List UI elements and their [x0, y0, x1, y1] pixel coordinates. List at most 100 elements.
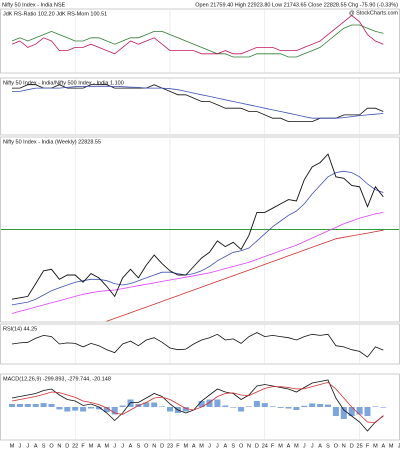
panel — [0, 8, 400, 74]
histogram-bar — [261, 403, 268, 407]
histogram-bar — [40, 403, 47, 407]
x-tick-label: O — [239, 443, 244, 449]
x-tick-label: J — [303, 443, 306, 449]
x-tick-label: 24 — [262, 443, 268, 449]
histogram-bar — [88, 407, 94, 409]
x-tick-label: F — [271, 443, 275, 449]
histogram-bar — [364, 407, 371, 416]
x-tick-label: 23 — [167, 443, 173, 449]
x-tick-label: D — [160, 443, 164, 449]
series-line — [11, 379, 384, 432]
histogram-bar — [246, 406, 252, 407]
x-tick-label: O — [334, 443, 339, 449]
x-tick-label: D — [65, 443, 69, 449]
histogram-bar — [356, 407, 363, 415]
histogram-bar — [9, 404, 15, 407]
x-tick-label: S — [137, 443, 141, 449]
x-tick-label: A — [97, 443, 101, 449]
histogram-bar — [380, 407, 387, 408]
x-tick-label: J — [19, 443, 22, 449]
histogram-bar — [317, 404, 324, 407]
x-tick-label: D — [255, 443, 259, 449]
series-line — [11, 14, 384, 55]
x-tick-label: N — [342, 443, 346, 449]
x-tick-label: M — [373, 443, 378, 449]
histogram-bar — [238, 407, 245, 412]
histogram-bar — [24, 404, 31, 407]
histogram-bar — [230, 407, 237, 408]
x-tick-label: F — [176, 443, 180, 449]
x-tick-label: 25 — [357, 443, 363, 449]
x-tick-label: A — [192, 443, 196, 449]
x-tick-label: N — [152, 443, 156, 449]
histogram-bar — [253, 401, 260, 407]
series-line — [11, 381, 384, 424]
histogram-bar — [72, 407, 79, 411]
x-tick-label: F — [81, 443, 85, 449]
histogram-bar — [206, 399, 213, 407]
panel — [0, 77, 400, 136]
x-tick-label: A — [381, 443, 385, 449]
histogram-bar — [16, 404, 23, 407]
x-tick-label: 22 — [72, 443, 78, 449]
x-tick-label: M — [184, 443, 189, 449]
x-tick-label: A — [223, 443, 227, 449]
histogram-bar — [167, 407, 173, 412]
histogram-bar — [56, 407, 63, 410]
histogram-bar — [340, 407, 347, 419]
x-tick-label: M — [105, 443, 110, 449]
histogram-bar — [151, 402, 158, 407]
histogram-bar — [103, 407, 110, 413]
histogram-bar — [325, 404, 331, 407]
panel-title: RSI(14) 44.25 — [3, 326, 37, 332]
histogram-bar — [48, 404, 55, 407]
histogram-bar — [64, 407, 71, 412]
series-line — [12, 86, 384, 119]
series-line — [12, 84, 384, 122]
x-tick-label: M — [294, 443, 299, 449]
series-line — [106, 229, 384, 322]
histogram-bar — [285, 407, 292, 409]
x-tick-label: M — [199, 443, 204, 449]
histogram-bar — [309, 403, 316, 407]
series-line — [11, 170, 384, 306]
histogram-bar — [111, 407, 118, 415]
series-line — [11, 332, 384, 358]
x-tick-label: A — [318, 443, 322, 449]
histogram-bar — [293, 407, 300, 410]
histogram-bar — [143, 402, 150, 407]
histogram-bar — [277, 407, 284, 408]
x-tick-label: J — [216, 443, 219, 449]
panel-title: MACD(12,26,9) -299.893, -279.744, -20.14… — [3, 376, 111, 382]
x-tick-label: O — [49, 443, 54, 449]
header-title: Nifty 50 Index - India NSE — [2, 2, 66, 8]
x-tick-label: J — [113, 443, 116, 449]
x-tick-label: O — [144, 443, 149, 449]
x-tick-label: J — [311, 443, 314, 449]
histogram-bar — [332, 407, 339, 416]
histogram-bar — [301, 405, 308, 407]
histogram-bar — [214, 399, 221, 407]
panel-title: Nifty 50 Index - India (Weekly) 22828.55 — [3, 139, 101, 145]
x-tick-label: M — [389, 443, 394, 449]
x-tick-label: A — [129, 443, 133, 449]
histogram-bar — [182, 407, 189, 412]
histogram-bar — [348, 407, 355, 416]
x-tick-label: N — [57, 443, 61, 449]
panel-title: Nifty 50 Index - India/Nifty 500 Index -… — [3, 80, 124, 86]
series-line — [11, 212, 384, 314]
histogram-bar — [222, 405, 229, 407]
x-tick-label: A — [34, 443, 38, 449]
x-tick-label: J — [398, 443, 400, 449]
x-tick-label: M — [278, 443, 283, 449]
x-tick-label: S — [42, 443, 46, 449]
x-tick-label: D — [350, 443, 354, 449]
x-tick-label: S — [326, 443, 330, 449]
panel-title: JdK RS-Ratio 102.20 JdK RS-Mom 100.51 — [3, 11, 107, 17]
header-quote: Open 21759.40 High 22923.80 Low 21743.65… — [195, 2, 398, 8]
x-tick-label: M — [10, 443, 15, 449]
histogram-bar — [95, 407, 102, 410]
series-line — [11, 24, 384, 58]
histogram-bar — [80, 407, 87, 412]
